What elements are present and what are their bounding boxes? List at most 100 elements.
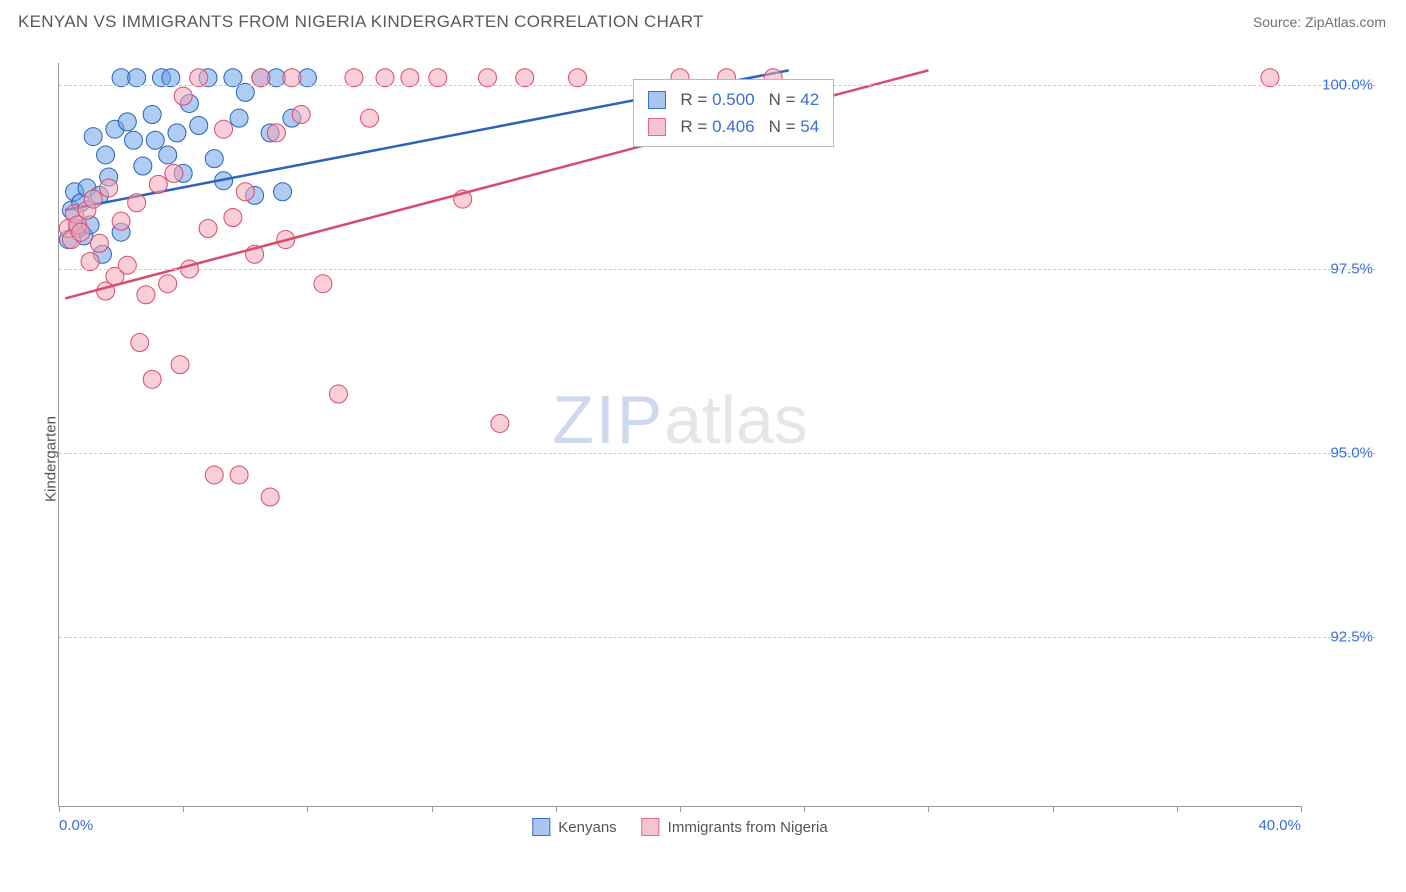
scatter-point xyxy=(252,69,270,87)
scatter-point xyxy=(205,466,223,484)
scatter-point xyxy=(159,275,177,293)
x-tick xyxy=(1053,806,1054,812)
scatter-point xyxy=(261,488,279,506)
scatter-point xyxy=(72,223,90,241)
stat-n: N = 54 xyxy=(769,113,820,140)
scatter-point xyxy=(97,146,115,164)
y-axis-label: Kindergarten xyxy=(42,416,59,502)
legend-swatch xyxy=(648,91,666,109)
scatter-point xyxy=(283,69,301,87)
scatter-point xyxy=(491,414,509,432)
x-tick xyxy=(183,806,184,812)
scatter-point xyxy=(112,212,130,230)
scatter-point xyxy=(224,69,242,87)
scatter-point xyxy=(376,69,394,87)
scatter-point xyxy=(401,69,419,87)
stat-r: R = 0.500 xyxy=(680,86,754,113)
stats-legend-box: R = 0.500 N = 42 R = 0.406 N = 54 xyxy=(633,79,834,147)
scatter-point xyxy=(274,183,292,201)
x-tick xyxy=(1177,806,1178,812)
y-tick-label: 100.0% xyxy=(1322,77,1373,94)
scatter-point xyxy=(345,69,363,87)
scatter-point xyxy=(569,69,587,87)
x-tick-label: 0.0% xyxy=(59,817,93,834)
scatter-point xyxy=(329,385,347,403)
x-tick xyxy=(1301,806,1302,812)
header: KENYAN VS IMMIGRANTS FROM NIGERIA KINDER… xyxy=(0,0,1406,40)
scatter-point xyxy=(199,220,217,238)
stat-r: R = 0.406 xyxy=(680,113,754,140)
source-prefix: Source: xyxy=(1253,14,1305,30)
x-tick xyxy=(307,806,308,812)
scatter-point xyxy=(174,87,192,105)
gridline xyxy=(59,269,1376,270)
scatter-point xyxy=(118,256,136,274)
chart-container: Kindergarten ZIPatlas 100.0%97.5%95.0%92… xyxy=(18,55,1376,862)
scatter-point xyxy=(162,69,180,87)
x-tick xyxy=(59,806,60,812)
scatter-point xyxy=(168,124,186,142)
stat-n: N = 42 xyxy=(769,86,820,113)
y-tick-label: 92.5% xyxy=(1330,628,1373,645)
scatter-point xyxy=(131,334,149,352)
scatter-point xyxy=(149,175,167,193)
scatter-point xyxy=(516,69,534,87)
scatter-point xyxy=(236,83,254,101)
chart-title: KENYAN VS IMMIGRANTS FROM NIGERIA KINDER… xyxy=(18,12,704,32)
gridline xyxy=(59,637,1376,638)
scatter-point xyxy=(478,69,496,87)
scatter-point xyxy=(125,131,143,149)
scatter-point xyxy=(143,370,161,388)
legend-label: Kenyans xyxy=(558,819,616,836)
scatter-point xyxy=(134,157,152,175)
x-tick xyxy=(556,806,557,812)
scatter-point xyxy=(100,179,118,197)
stats-row: R = 0.500 N = 42 xyxy=(648,86,819,113)
scatter-point xyxy=(84,190,102,208)
scatter-point xyxy=(128,194,146,212)
scatter-svg xyxy=(59,63,1301,806)
scatter-point xyxy=(171,356,189,374)
plot-area: ZIPatlas 100.0%97.5%95.0%92.5%0.0%40.0%R… xyxy=(58,63,1301,807)
scatter-point xyxy=(81,253,99,271)
scatter-point xyxy=(190,69,208,87)
bottom-legend: Kenyans Immigrants from Nigeria xyxy=(532,818,827,836)
y-tick-label: 95.0% xyxy=(1330,444,1373,461)
scatter-point xyxy=(118,113,136,131)
x-tick xyxy=(432,806,433,812)
scatter-point xyxy=(230,466,248,484)
scatter-point xyxy=(137,286,155,304)
x-tick xyxy=(928,806,929,812)
x-tick-label: 40.0% xyxy=(1258,817,1301,834)
scatter-point xyxy=(224,208,242,226)
scatter-point xyxy=(230,109,248,127)
legend-item: Kenyans xyxy=(532,818,616,836)
legend-swatch xyxy=(532,818,550,836)
scatter-point xyxy=(267,124,285,142)
scatter-point xyxy=(190,117,208,135)
scatter-point xyxy=(215,120,233,138)
legend-swatch xyxy=(642,818,660,836)
stats-row: R = 0.406 N = 54 xyxy=(648,113,819,140)
scatter-point xyxy=(159,146,177,164)
gridline xyxy=(59,453,1376,454)
legend-label: Immigrants from Nigeria xyxy=(668,819,828,836)
scatter-point xyxy=(90,234,108,252)
scatter-point xyxy=(292,105,310,123)
scatter-point xyxy=(143,105,161,123)
scatter-point xyxy=(314,275,332,293)
x-tick xyxy=(680,806,681,812)
scatter-point xyxy=(165,164,183,182)
scatter-point xyxy=(84,128,102,146)
legend-swatch xyxy=(648,118,666,136)
x-tick xyxy=(804,806,805,812)
y-tick-label: 97.5% xyxy=(1330,260,1373,277)
scatter-point xyxy=(1261,69,1279,87)
source-link[interactable]: ZipAtlas.com xyxy=(1305,14,1386,30)
scatter-point xyxy=(146,131,164,149)
source-attribution: Source: ZipAtlas.com xyxy=(1253,14,1386,30)
scatter-point xyxy=(205,150,223,168)
scatter-point xyxy=(429,69,447,87)
scatter-point xyxy=(236,183,254,201)
scatter-point xyxy=(128,69,146,87)
